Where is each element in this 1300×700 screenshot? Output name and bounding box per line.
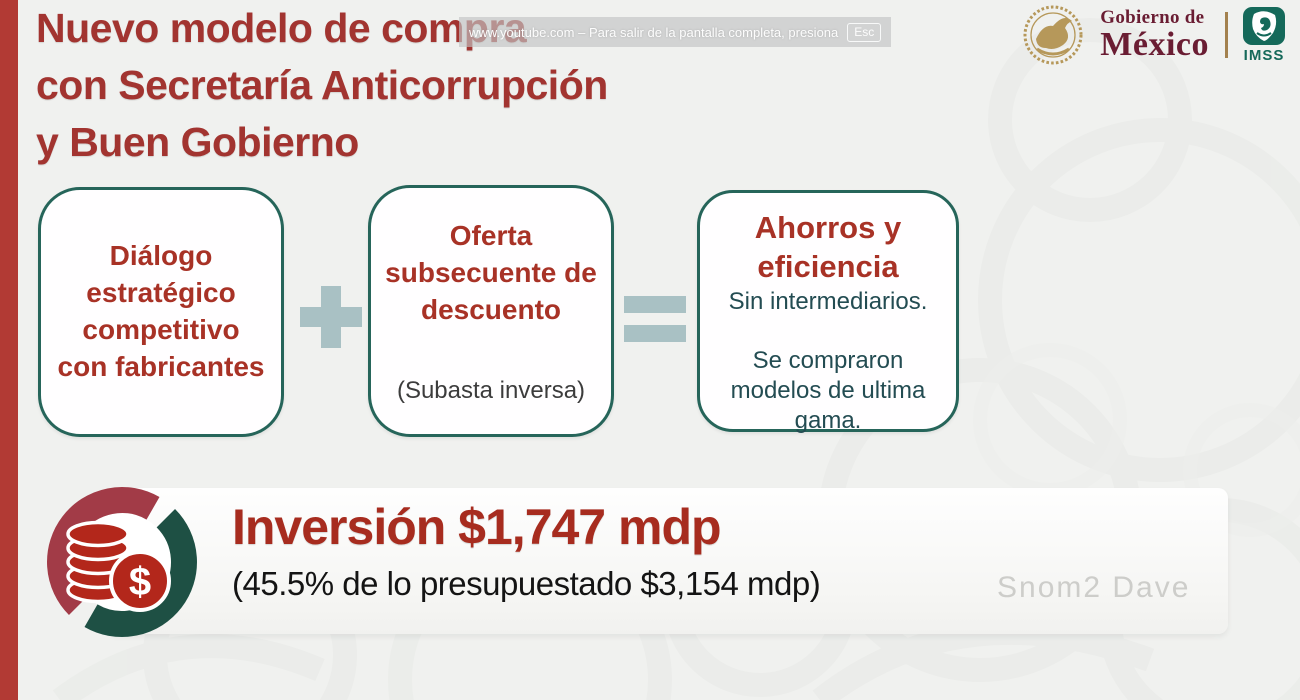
equals-icon xyxy=(624,296,686,342)
box-title: Ahorros y eficiencia xyxy=(754,210,902,284)
investment-headline: Inversión $1,747 mdp xyxy=(232,499,722,555)
gobierno-wordmark-bottom: México xyxy=(1100,26,1209,63)
diagram-box-dialogo: Diálogo estratégico competitivo con fabr… xyxy=(38,187,284,437)
diagram-box-ahorros: Ahorros y eficiencia Sin intermediarios.… xyxy=(697,190,959,434)
coins-donut-icon: $ xyxy=(47,487,197,637)
fullscreen-toast: www.youtube.com – Para salir de la panta… xyxy=(459,17,892,47)
imss-eagle-icon xyxy=(1243,7,1285,45)
imss-logo: IMSS xyxy=(1242,6,1286,64)
box-body-line: Se compraron modelos de ultima gama. xyxy=(730,346,926,434)
box-title: Diálogo estratégico competitivo con fabr… xyxy=(57,240,265,382)
title-line-2: con Secretaría Anticorrupción xyxy=(36,62,608,108)
fullscreen-toast-message: www.youtube.com – Para salir de la panta… xyxy=(469,24,839,40)
imss-label: IMSS xyxy=(1243,47,1285,64)
title-line-1: Nuevo modelo de compra xyxy=(36,5,527,51)
equals-icon-bottom-bar xyxy=(624,325,686,342)
gobierno-de-mexico-wordmark: Gobierno de México xyxy=(1100,8,1209,62)
title-line-3: y Buen Gobierno xyxy=(36,119,359,165)
left-accent-bar xyxy=(0,0,18,700)
box-body-line: Sin intermediarios. xyxy=(728,287,928,315)
equals-icon-top-bar xyxy=(624,296,686,313)
watermark-text: Snom2 Dave xyxy=(997,571,1191,604)
investment-band xyxy=(108,488,1228,634)
box-note: (Subasta inversa) xyxy=(396,376,586,404)
plus-icon xyxy=(300,286,362,348)
dollar-coin: $ xyxy=(109,550,171,612)
dollar-sign: $ xyxy=(129,560,151,604)
coin-stack xyxy=(66,520,130,604)
government-branding: Gobierno de México IMSS xyxy=(1016,2,1292,68)
box-title: Oferta subsecuente de descuento xyxy=(385,220,597,325)
investment-detail: (45.5% de lo presupuestado $3,154 mdp) xyxy=(232,565,821,602)
plus-icon-horizontal-bar xyxy=(300,307,362,327)
page-title: Nuevo modelo de compra con Secretaría An… xyxy=(36,0,608,171)
esc-key-badge: Esc xyxy=(847,22,882,42)
mexico-coat-of-arms-icon xyxy=(1023,5,1083,65)
investment-summary: Inversión $1,747 mdp (45.5% de lo presup… xyxy=(232,498,821,603)
diagram-box-oferta: Oferta subsecuente de descuento (Subasta… xyxy=(368,185,614,437)
gobierno-wordmark-top: Gobierno de xyxy=(1100,7,1205,28)
logo-divider xyxy=(1225,12,1228,58)
